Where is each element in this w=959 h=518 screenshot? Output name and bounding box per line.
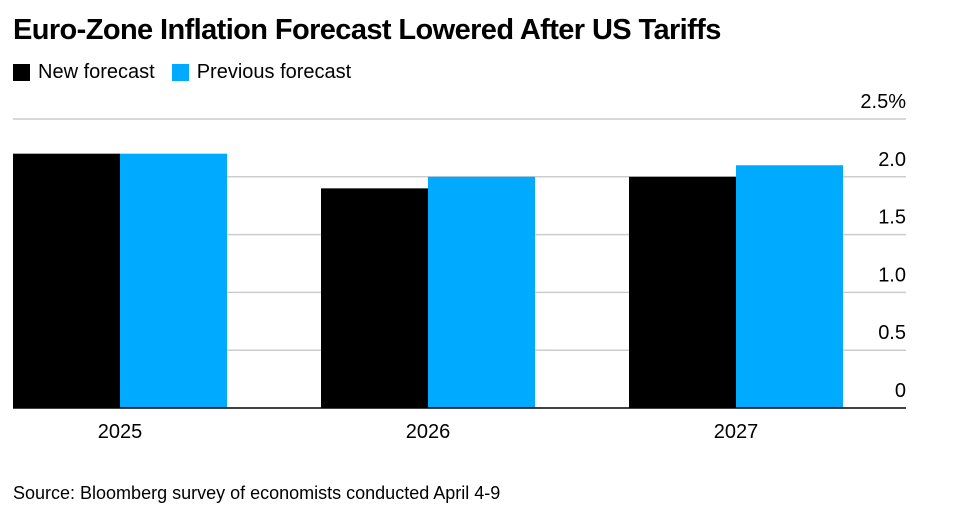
- bar-new-forecast-2026: [321, 188, 428, 408]
- legend-swatch-previous-forecast: [171, 64, 189, 81]
- y-tick-label: 1.0: [878, 264, 906, 286]
- legend: New forecast Previous forecast: [13, 61, 368, 84]
- y-tick-label: 0: [895, 380, 906, 402]
- x-tick-label: 2027: [714, 421, 759, 443]
- x-tick-label: 2026: [406, 421, 451, 443]
- legend-item-new-forecast: New forecast: [13, 61, 155, 84]
- legend-item-previous-forecast: Previous forecast: [171, 61, 352, 84]
- bar-new-forecast-2027: [629, 176, 736, 408]
- bar-new-forecast-2025: [13, 153, 120, 408]
- legend-label-previous-forecast: Previous forecast: [196, 61, 352, 83]
- bar-previous-forecast-2027: [736, 165, 843, 408]
- source-note: Source: Bloomberg survey of economists c…: [13, 483, 501, 503]
- y-tick-label: 1.5: [878, 207, 906, 229]
- x-tick-label: 2025: [98, 421, 143, 443]
- bar-chart: 0 0.5 1.0 1.5 2.0 2.5% 2025 2026 2027: [13, 91, 906, 443]
- legend-swatch-new-forecast: [13, 64, 30, 81]
- y-tick-label: 0.5: [878, 322, 906, 344]
- bar-previous-forecast-2026: [428, 176, 535, 408]
- bar-previous-forecast-2025: [120, 153, 227, 408]
- y-tick-label: 2.0: [878, 149, 906, 171]
- legend-label-new-forecast: New forecast: [38, 61, 155, 83]
- chart-title: Euro-Zone Inflation Forecast Lowered Aft…: [13, 14, 721, 46]
- y-tick-label: 2.5%: [860, 91, 906, 113]
